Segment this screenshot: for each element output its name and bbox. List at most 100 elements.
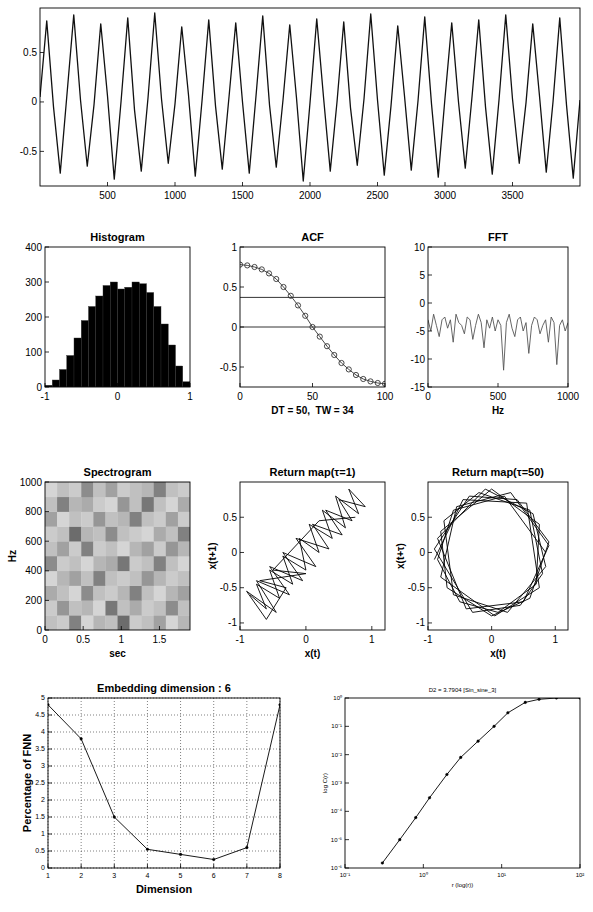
bar — [118, 289, 125, 387]
axis-title: Percentage of FNN — [21, 734, 33, 832]
bar — [96, 296, 103, 387]
cell — [178, 512, 190, 527]
title: FFT — [488, 231, 508, 243]
tick-label: -1 — [236, 634, 245, 645]
tick — [345, 754, 349, 755]
axis-title: Dimension — [136, 883, 193, 895]
panel: -101-1-0.500.5Return map(τ=50)x(t)x(t+τ) — [395, 466, 568, 659]
cell — [105, 556, 117, 571]
tick — [45, 600, 49, 601]
tick-label: 0.5 — [223, 512, 237, 523]
grid — [48, 698, 280, 868]
bar — [110, 282, 117, 387]
tick-label: -1 — [416, 617, 425, 628]
marker — [246, 846, 249, 849]
tick-label: 50 — [307, 391, 319, 402]
tick-label: 10⁻⁶ — [331, 865, 343, 871]
tick-label: 7 — [245, 872, 249, 879]
cell — [130, 482, 142, 497]
axis-title: x(t) — [490, 648, 506, 659]
grid-line — [48, 732, 280, 733]
cell — [154, 526, 166, 541]
marker — [446, 773, 449, 776]
tick-label: 10¹ — [497, 872, 506, 878]
tick-label: 200 — [25, 312, 42, 323]
bar — [103, 286, 110, 388]
tick — [491, 626, 492, 630]
tick — [48, 749, 52, 750]
tick-label: 1000 — [557, 391, 580, 402]
line — [240, 265, 385, 384]
cell — [130, 541, 142, 556]
tick-label: 0 — [115, 391, 121, 402]
cell — [69, 482, 81, 497]
marker — [324, 344, 329, 349]
tick-label: 500 — [99, 190, 116, 201]
cell — [105, 600, 117, 615]
plot-area — [45, 247, 190, 387]
tick-label: 4.5 — [35, 711, 45, 718]
tick-label: 1000 — [164, 190, 187, 201]
tick-label: 0.5 — [35, 847, 45, 854]
marker — [361, 376, 366, 381]
tick-label: 4 — [145, 872, 149, 879]
marker — [477, 740, 480, 743]
tick — [240, 287, 244, 288]
tick — [121, 626, 122, 630]
cell — [93, 586, 105, 601]
tick-label: 0 — [231, 322, 237, 333]
axis-frame — [40, 8, 580, 186]
tick-label: 1.5 — [153, 634, 167, 645]
axis-title: Hz — [7, 550, 18, 562]
axis-title: x(t+τ) — [395, 543, 406, 569]
marker — [375, 380, 380, 385]
cell — [93, 512, 105, 527]
marker — [381, 862, 384, 865]
tick — [377, 182, 378, 186]
marker — [212, 858, 215, 861]
marker — [332, 352, 337, 357]
plot-area — [428, 482, 568, 630]
grid-line — [48, 851, 280, 852]
tick-label: 0 — [489, 634, 495, 645]
tick-label: 1 — [369, 634, 375, 645]
cell — [45, 615, 57, 630]
cell — [69, 586, 81, 601]
tick — [305, 626, 306, 630]
tick — [345, 783, 349, 784]
cell — [178, 615, 190, 630]
line — [48, 705, 280, 860]
cell — [166, 615, 178, 630]
tick-label: 10⁻³ — [331, 780, 342, 786]
tick-label: 0 — [419, 547, 425, 558]
cell — [105, 482, 117, 497]
cell — [57, 497, 69, 512]
cell — [81, 571, 93, 586]
cell — [93, 615, 105, 630]
cell — [57, 541, 69, 556]
cell — [81, 482, 93, 497]
cell — [142, 526, 154, 541]
tick-label: 0 — [237, 391, 243, 402]
bar — [60, 370, 67, 388]
cell — [69, 571, 81, 586]
tick-label: 1 — [231, 242, 237, 253]
cell — [118, 615, 130, 630]
cell — [130, 615, 142, 630]
cell — [142, 497, 154, 512]
cell — [45, 571, 57, 586]
grid-line — [48, 800, 280, 801]
tick-label: 2500 — [366, 190, 389, 201]
tick-label: -1 — [228, 617, 237, 628]
tick-label: 400 — [25, 565, 42, 576]
marks — [247, 489, 366, 619]
tick-label: 10 — [414, 242, 426, 253]
cell — [57, 482, 69, 497]
cell — [118, 512, 130, 527]
tick-label: 300 — [25, 277, 42, 288]
tick — [40, 52, 44, 53]
tick-label: -0.5 — [220, 582, 238, 593]
cell — [93, 497, 105, 512]
tick-label: -0.5 — [408, 582, 426, 593]
cell — [69, 615, 81, 630]
